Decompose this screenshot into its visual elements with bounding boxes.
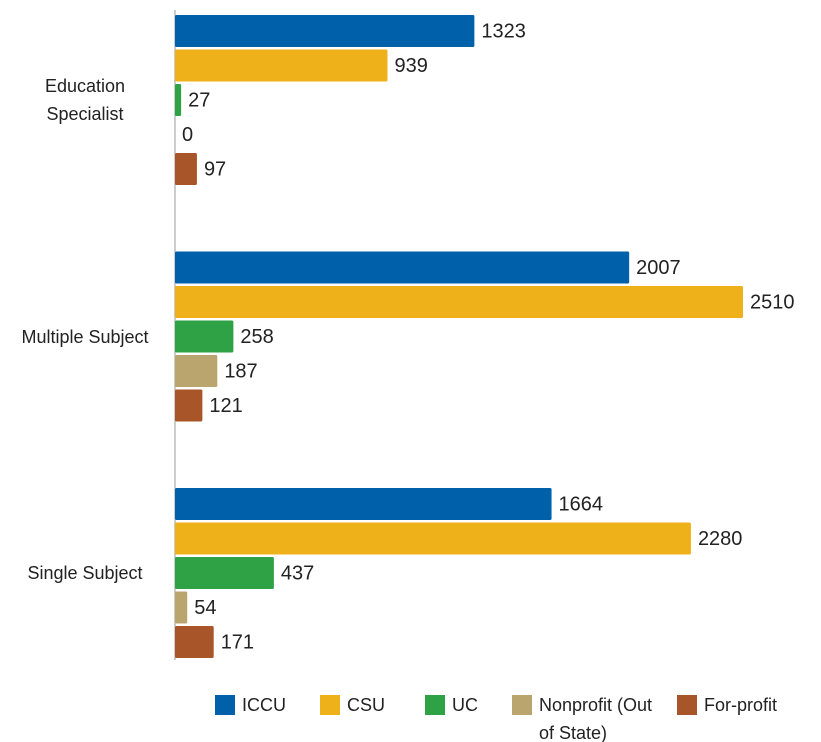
category-label: Single Subject <box>27 563 143 583</box>
value-label: 0 <box>182 124 193 146</box>
value-label: 1664 <box>559 493 604 515</box>
bar <box>175 626 214 658</box>
bar <box>175 522 691 555</box>
bar <box>175 84 182 116</box>
legend-label: UC <box>452 695 478 715</box>
legend-swatch <box>425 695 445 715</box>
value-label: 258 <box>240 326 273 348</box>
legend-swatch <box>677 695 697 715</box>
bar <box>175 389 203 422</box>
legend-label: CSU <box>347 695 386 715</box>
bar <box>175 153 197 185</box>
value-label: 97 <box>204 158 226 180</box>
bar <box>175 49 388 82</box>
bar <box>175 286 743 318</box>
value-label: 27 <box>188 89 210 111</box>
value-label: 939 <box>394 55 427 77</box>
bar <box>175 557 274 589</box>
legend-label: For-profit <box>704 695 778 715</box>
value-label: 2510 <box>750 291 795 313</box>
bar <box>175 591 188 624</box>
bar <box>175 488 552 520</box>
legend-swatch <box>215 695 235 715</box>
value-label: 2007 <box>636 257 681 279</box>
legend-label: Nonprofit (Out of State) <box>539 695 653 742</box>
value-label: 121 <box>209 395 242 417</box>
bar <box>175 251 630 284</box>
value-label: 171 <box>221 631 254 653</box>
bar <box>175 355 218 387</box>
value-label: 1323 <box>481 20 526 42</box>
legend-swatch <box>320 695 340 715</box>
bar <box>175 15 475 47</box>
category-label: Education Specialist <box>44 76 126 124</box>
value-label: 187 <box>224 360 257 382</box>
value-label: 2280 <box>698 528 743 550</box>
legend-label: ICCU <box>242 695 286 715</box>
legend-swatch <box>512 695 532 715</box>
category-label: Multiple Subject <box>21 326 149 347</box>
value-label: 54 <box>194 597 216 619</box>
value-label: 437 <box>281 562 314 584</box>
bar <box>175 320 234 353</box>
